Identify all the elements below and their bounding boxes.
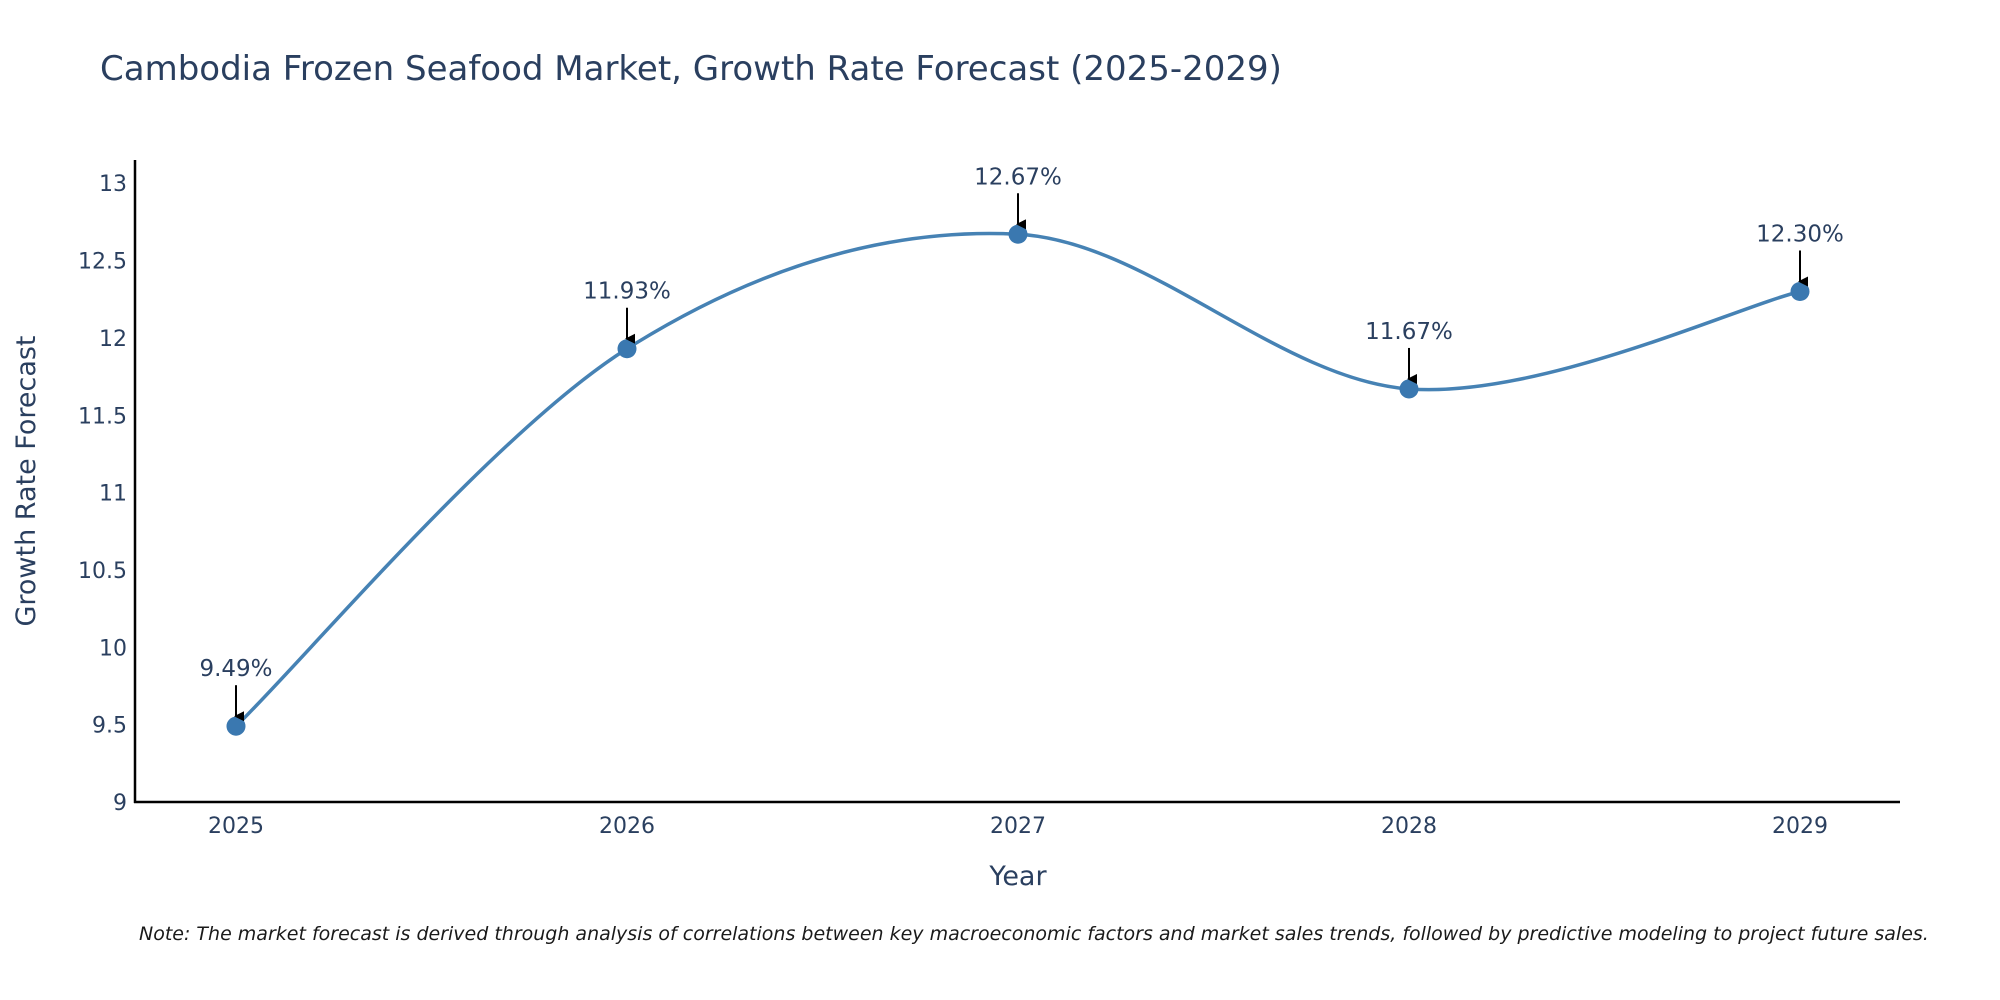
y-axis-title: Growth Rate Forecast xyxy=(11,335,42,626)
data-point xyxy=(617,339,637,359)
x-tick-label: 2027 xyxy=(990,814,1046,839)
y-tick-label: 10.5 xyxy=(78,559,127,584)
data-label: 12.30% xyxy=(1756,221,1844,247)
y-tick-label: 12 xyxy=(99,327,127,352)
series-line xyxy=(234,231,1801,728)
data-label: 12.67% xyxy=(974,164,1062,190)
data-markers xyxy=(226,224,1810,736)
y-tick-label: 11.5 xyxy=(78,404,127,429)
x-tick-label: 2028 xyxy=(1381,814,1437,839)
x-axis-title: Year xyxy=(988,861,1047,892)
data-label: 11.93% xyxy=(583,279,671,305)
y-tick-label: 13 xyxy=(99,172,127,197)
x-tick-label: 2026 xyxy=(599,814,655,839)
y-tick-label: 9 xyxy=(113,791,127,816)
data-point xyxy=(226,716,246,736)
y-tick-label: 11 xyxy=(99,482,127,507)
data-annotations: 9.49% 11.93% 12.67% 11.67% 12.30% xyxy=(199,164,1844,722)
x-axis-ticks: 2025 2026 2027 2028 2029 xyxy=(208,814,1828,839)
data-label: 11.67% xyxy=(1365,319,1453,345)
y-axis-ticks: 9 9.5 10 10.5 11 11.5 12 12.5 13 xyxy=(78,172,127,816)
x-tick-label: 2029 xyxy=(1772,814,1828,839)
data-point xyxy=(1008,224,1028,244)
y-tick-label: 12.5 xyxy=(78,250,127,275)
x-tick-label: 2025 xyxy=(208,814,264,839)
y-tick-label: 9.5 xyxy=(92,714,127,739)
chart-note: Note: The market forecast is derived thr… xyxy=(139,923,1929,945)
data-point xyxy=(1790,281,1810,301)
data-point xyxy=(1399,379,1419,399)
data-label: 9.49% xyxy=(199,656,272,682)
y-tick-label: 10 xyxy=(99,636,127,661)
chart-title: Cambodia Frozen Seafood Market, Growth R… xyxy=(100,49,1282,89)
